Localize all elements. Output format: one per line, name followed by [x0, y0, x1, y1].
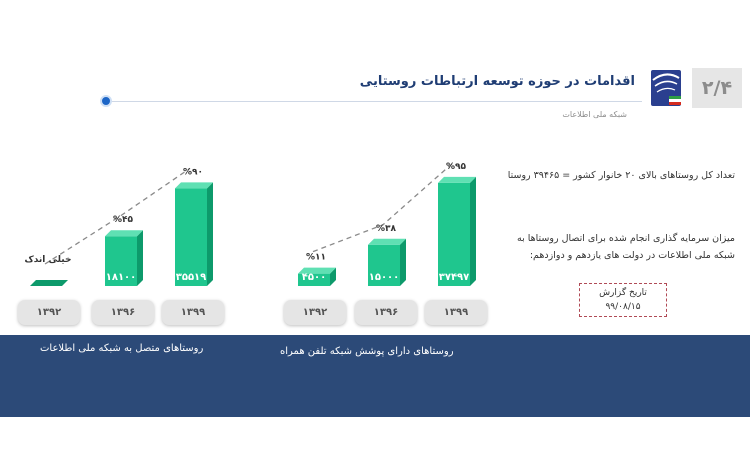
- trend-line-mobile: [312, 162, 454, 253]
- header-dot-marker: [100, 95, 112, 107]
- caption-band: [0, 335, 750, 417]
- bar-value-label: ۱۵۰۰۰: [369, 272, 400, 283]
- year-pill-mobile-1: ۱۳۹۶: [355, 300, 417, 325]
- bar-value-label: ۴۵۰۰: [302, 272, 326, 283]
- chart-bar-connected-0: [30, 280, 68, 286]
- header-divider: [110, 101, 642, 102]
- page-title: اقدامات در حوزه توسعه ارتباطات روستایی: [359, 74, 635, 89]
- report-date-label: تاریخ گزارش: [599, 288, 647, 298]
- page-number: ۲/۴: [692, 68, 742, 108]
- year-pill-mobile-0: ۱۳۹۲: [284, 300, 346, 325]
- report-date-box: تاریخ گزارش ۹۹/۰۸/۱۵: [579, 283, 667, 317]
- ministry-logo-icon: [645, 66, 687, 110]
- year-pill-connected-1: ۱۳۹۶: [92, 300, 154, 325]
- chart-caption-mobile: روستاهای دارای پوشش شبکه تلفن همراه: [280, 346, 454, 357]
- chart-bar-connected-2: [175, 182, 213, 286]
- year-pill-connected-0: ۱۳۹۲: [18, 300, 80, 325]
- charts-canvas: خیلی اندک ۱۸۱۰۰ %۴۵ ۳۵۵۱۹ %۹۰ ۴۵۰۰ %۱۱ ۱۵۰۰۰ %۳۸…: [25, 162, 476, 286]
- chart-bar-mobile-0: [298, 267, 336, 286]
- year-pill-connected-2: ۱۳۹۹: [162, 300, 224, 325]
- bar-value-label: ۱۸۱۰۰: [106, 272, 137, 283]
- investment-text: میزان سرمایه گذاری انجام شده برای اتصال …: [517, 233, 735, 261]
- bar-percent-label: %۱۱: [306, 253, 326, 263]
- bar-percent-label: %۳۸: [376, 224, 397, 234]
- page-subtitle: شبکه ملی اطلاعات: [562, 110, 627, 119]
- bar-percent-label: %۹۵: [446, 162, 467, 172]
- bar-value-label: ۳۵۵۱۹: [176, 272, 207, 283]
- bar-value-label: ۳۷۴۹۷: [439, 272, 470, 283]
- trend-line-connected: [44, 167, 191, 265]
- bar-percent-label: %۴۵: [113, 215, 134, 225]
- chart-caption-connected: روستاهای متصل به شبکه ملی اطلاعات: [40, 343, 204, 354]
- total-villages-text: تعداد کل روستاهای بالای ۲۰ خانوار کشور =…: [507, 170, 735, 181]
- chart-bar-mobile-1: [368, 238, 406, 286]
- bar-percent-label: %۹۰: [183, 167, 203, 177]
- year-pill-mobile-2: ۱۳۹۹: [425, 300, 487, 325]
- chart-bar-connected-1: [105, 230, 143, 286]
- report-date-value: ۹۹/۰۸/۱۵: [605, 302, 641, 312]
- chart-bar-mobile-2: [438, 176, 476, 286]
- bar-percent-label: خیلی اندک: [25, 255, 72, 265]
